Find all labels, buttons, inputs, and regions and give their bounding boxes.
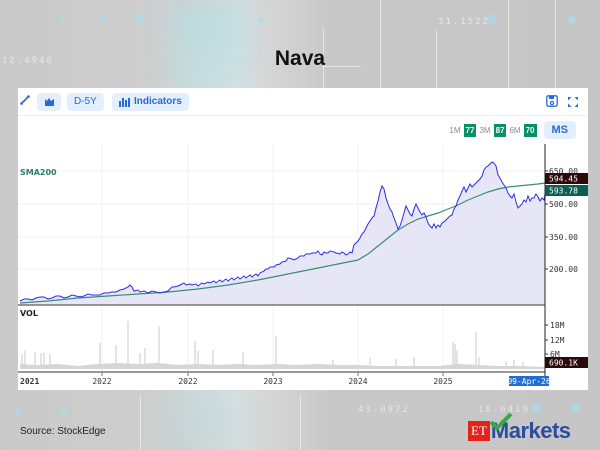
timeframe-scores: 1M 77 3M 87 6M 70 MS	[449, 121, 576, 139]
chart-type-button[interactable]	[37, 93, 61, 111]
logo-markets: Markets	[489, 412, 571, 444]
sma200-legend: SMA200	[20, 168, 57, 177]
indicators-button[interactable]: Indicators	[112, 93, 189, 111]
volume-legend: VOL	[20, 309, 38, 318]
timeframe-1m-score: 77	[463, 123, 477, 137]
price-area	[20, 162, 545, 305]
et-markets-logo: ET Markets	[468, 412, 571, 444]
chart-toolbar: D-5Y Indicators	[18, 88, 588, 116]
expand-icon[interactable]	[568, 95, 578, 113]
chart-card: D-5Y Indicators 1M 77 3M 87 6M 70 MS	[18, 88, 588, 390]
timeframe-1m-label: 1M	[449, 125, 461, 135]
range-label: D-5Y	[74, 96, 97, 107]
volume-tick-18m: 18M	[550, 321, 565, 330]
sma200-line	[19, 182, 546, 304]
range-button[interactable]: D-5Y	[67, 93, 104, 111]
x-label-2023: 2023	[263, 377, 282, 386]
last-price-tag	[545, 173, 588, 184]
x-label-2022b: 2022	[178, 377, 197, 386]
price-tick-350: 350.00	[549, 233, 578, 242]
last-volume-value: 690.1K	[549, 359, 578, 368]
volume-tick-12m: 12M	[550, 336, 565, 345]
volume-tick-6m: 6M	[550, 350, 560, 359]
price-line	[19, 161, 546, 302]
bar-chart-icon	[119, 97, 130, 107]
current-date-value: 09-Apr-26	[507, 377, 551, 386]
current-date-tag	[509, 376, 549, 386]
last-volume-tag	[545, 357, 588, 368]
sma-price-value: 593.78	[549, 187, 578, 196]
sma-price-tag	[545, 185, 588, 196]
volume-baseline	[20, 363, 545, 369]
checkmark-icon	[489, 412, 513, 430]
last-price-value: 594.45	[549, 175, 578, 184]
timeframe-3m-label: 3M	[479, 125, 491, 135]
price-volume-chart[interactable]: 2021 2022 2022 2023 2024 2025 650.00 500…	[18, 88, 588, 390]
page-title: Nava	[274, 47, 326, 70]
price-tick-500: 500.00	[549, 200, 578, 209]
timeframe-6m-score: 70	[523, 123, 537, 137]
timeframe-3m-score: 87	[493, 123, 507, 137]
x-label-2024: 2024	[348, 377, 367, 386]
source-text: Source: StockEdge	[20, 426, 106, 437]
trend-line-icon[interactable]	[20, 93, 30, 111]
x-label-2021: 2021	[20, 377, 39, 386]
area-chart-icon	[44, 98, 54, 106]
timeframe-6m-label: 6M	[509, 125, 521, 135]
ms-button[interactable]: MS	[543, 121, 576, 139]
indicators-label: Indicators	[134, 96, 182, 107]
logo-et: ET	[468, 421, 490, 441]
x-label-2022a: 2022	[92, 377, 111, 386]
save-icon[interactable]	[546, 95, 558, 113]
x-label-2025: 2025	[433, 377, 452, 386]
price-tick-650: 650.00	[549, 167, 578, 176]
price-tick-200: 200.00	[549, 265, 578, 274]
